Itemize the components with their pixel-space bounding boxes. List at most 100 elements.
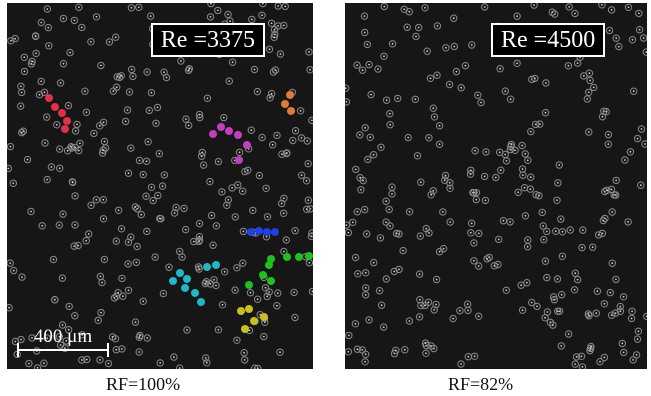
particle bbox=[81, 87, 89, 95]
particle-core bbox=[516, 62, 518, 65]
particle-core bbox=[467, 309, 469, 312]
particle-core bbox=[533, 4, 535, 6]
micrograph-left: Re =3375 400 μm bbox=[7, 3, 313, 369]
particle-core bbox=[361, 69, 364, 72]
particle bbox=[376, 234, 385, 242]
particle-core bbox=[202, 164, 205, 167]
particle bbox=[390, 267, 398, 276]
particle bbox=[267, 90, 276, 98]
particle-core bbox=[638, 28, 641, 31]
particle bbox=[605, 26, 614, 35]
particle-core bbox=[364, 360, 366, 363]
particle bbox=[114, 206, 123, 215]
particle bbox=[416, 232, 425, 240]
particle bbox=[362, 350, 370, 358]
particle-core bbox=[139, 334, 141, 337]
particle bbox=[619, 293, 628, 301]
particle bbox=[220, 113, 228, 122]
particle bbox=[207, 3, 215, 8]
particle-core bbox=[444, 174, 447, 177]
particle bbox=[7, 164, 12, 173]
particle-core bbox=[606, 189, 608, 192]
particle bbox=[270, 33, 278, 41]
particle bbox=[475, 312, 483, 320]
particle-core bbox=[610, 314, 613, 317]
particle-core bbox=[209, 283, 212, 285]
particle-cluster-yellow bbox=[260, 313, 268, 321]
particle-core bbox=[382, 326, 385, 328]
particle bbox=[615, 42, 623, 51]
particle-core bbox=[385, 200, 387, 203]
particle bbox=[627, 314, 636, 323]
particle bbox=[507, 140, 516, 149]
particle-core bbox=[236, 266, 238, 269]
particle bbox=[43, 113, 51, 121]
particle bbox=[67, 143, 75, 151]
scale-bar-tick-left bbox=[17, 343, 19, 357]
particle-core bbox=[145, 160, 148, 163]
particle bbox=[543, 227, 551, 236]
particle-core bbox=[483, 6, 486, 8]
particle bbox=[249, 206, 257, 215]
particle bbox=[600, 300, 609, 308]
particle-core bbox=[424, 342, 427, 344]
particle bbox=[612, 275, 620, 284]
particle bbox=[427, 342, 435, 350]
particle-core bbox=[145, 230, 148, 233]
particle bbox=[149, 196, 157, 205]
particle bbox=[35, 91, 44, 99]
particle bbox=[470, 352, 479, 360]
particle-core bbox=[14, 37, 17, 40]
particle bbox=[162, 73, 171, 82]
particle-core bbox=[55, 123, 58, 126]
particle bbox=[96, 272, 105, 281]
particle-core bbox=[85, 239, 88, 242]
particle-core bbox=[282, 24, 285, 27]
particle-core bbox=[68, 305, 71, 308]
particle bbox=[607, 311, 616, 319]
particle-core bbox=[358, 134, 361, 136]
particle-core bbox=[258, 174, 261, 177]
particle-core bbox=[22, 130, 25, 133]
particle bbox=[240, 349, 248, 357]
particle bbox=[212, 281, 220, 290]
particle-core bbox=[347, 231, 350, 234]
particle-core bbox=[188, 67, 191, 70]
particle-core bbox=[424, 6, 426, 9]
particle bbox=[70, 242, 78, 250]
particle-core bbox=[433, 116, 436, 118]
particle bbox=[635, 26, 644, 34]
particle-core bbox=[455, 70, 458, 73]
particle bbox=[361, 358, 369, 366]
particle bbox=[262, 184, 270, 193]
particle-core bbox=[122, 295, 124, 298]
particle-core bbox=[227, 13, 229, 16]
particle bbox=[554, 307, 562, 315]
particle bbox=[539, 222, 547, 230]
particle-cluster-magenta bbox=[235, 156, 243, 164]
particle-core bbox=[611, 211, 614, 213]
particle bbox=[92, 196, 101, 204]
particle-core bbox=[261, 136, 263, 139]
particle-core bbox=[637, 12, 640, 15]
particle-core bbox=[61, 324, 64, 326]
particle-core bbox=[67, 104, 70, 107]
particle-core bbox=[631, 310, 633, 313]
particle-core bbox=[134, 321, 137, 323]
particle bbox=[176, 364, 184, 369]
particle bbox=[363, 230, 371, 238]
particle-cluster-green bbox=[267, 255, 275, 263]
particle-core bbox=[545, 276, 548, 279]
particle bbox=[296, 107, 305, 115]
particle-core bbox=[354, 256, 357, 259]
particle-core bbox=[467, 355, 470, 358]
particle bbox=[235, 148, 244, 157]
particle-core bbox=[533, 77, 536, 80]
particle-core bbox=[59, 82, 62, 84]
particle-core bbox=[71, 180, 74, 183]
particle bbox=[553, 196, 561, 205]
particle-core bbox=[80, 359, 83, 361]
particle bbox=[172, 203, 180, 212]
particle bbox=[82, 237, 90, 245]
particle-core bbox=[159, 217, 162, 220]
